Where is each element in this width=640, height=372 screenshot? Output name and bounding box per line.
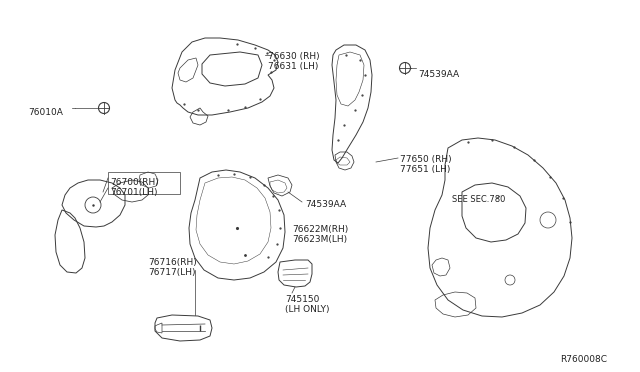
Text: 74539AA: 74539AA	[418, 70, 459, 79]
Text: 76701(LH): 76701(LH)	[110, 188, 157, 197]
Text: (LH ONLY): (LH ONLY)	[285, 305, 330, 314]
Text: 76622M(RH): 76622M(RH)	[292, 225, 348, 234]
Text: R760008C: R760008C	[560, 355, 607, 364]
Text: 77651 (LH): 77651 (LH)	[400, 165, 451, 174]
Text: 76717(LH): 76717(LH)	[148, 268, 195, 277]
Bar	[108, 172, 180, 194]
Text: 77650 (RH): 77650 (RH)	[400, 155, 452, 164]
Text: 76630 (RH): 76630 (RH)	[268, 52, 319, 61]
Text: 76010A: 76010A	[28, 108, 63, 117]
Text: 76631 (LH): 76631 (LH)	[268, 62, 318, 71]
Text: 76716(RH): 76716(RH)	[148, 258, 196, 267]
Text: 76623M(LH): 76623M(LH)	[292, 235, 347, 244]
Text: 76700(RH): 76700(RH)	[110, 178, 159, 187]
Text: 74539AA: 74539AA	[305, 200, 346, 209]
Text: 745150: 745150	[285, 295, 319, 304]
Text: SEE SEC.780: SEE SEC.780	[452, 195, 506, 204]
